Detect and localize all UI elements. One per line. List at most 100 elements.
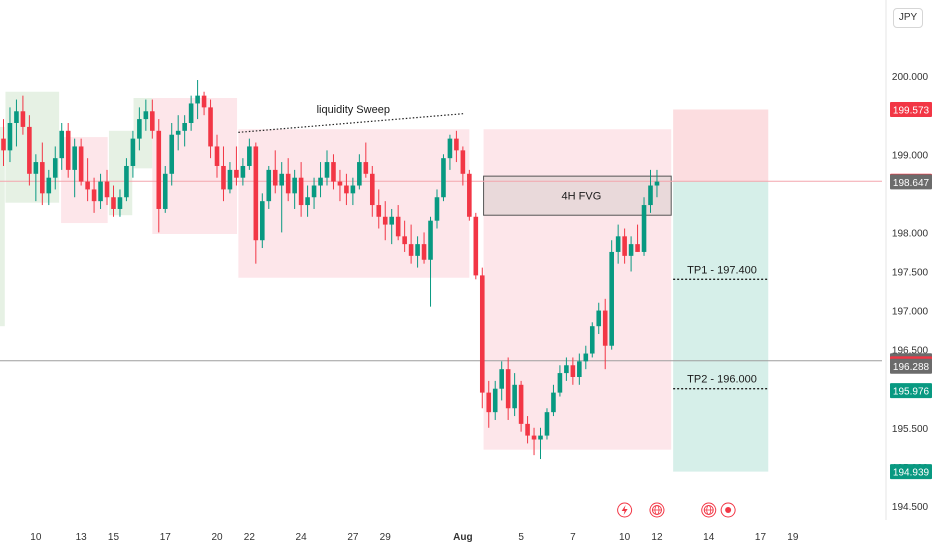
candle-body bbox=[421, 244, 427, 260]
x-tick-label: 15 bbox=[108, 532, 120, 543]
candle-body bbox=[544, 412, 550, 436]
candle-body bbox=[518, 384, 524, 424]
candle-body bbox=[182, 122, 187, 131]
candle-body bbox=[285, 173, 291, 194]
candle-body bbox=[150, 111, 155, 131]
candle-body bbox=[52, 158, 58, 178]
candle-body bbox=[641, 205, 647, 252]
candle-body bbox=[324, 162, 330, 178]
candle-body bbox=[1, 138, 6, 151]
globe-meridian bbox=[706, 505, 712, 515]
candle-body bbox=[583, 353, 589, 362]
candle-body bbox=[331, 162, 336, 182]
candle-body bbox=[137, 119, 142, 139]
currency-badge[interactable]: JPY bbox=[893, 8, 923, 28]
candle-body bbox=[85, 181, 90, 190]
candle-body bbox=[305, 197, 310, 206]
candle-body bbox=[240, 165, 246, 178]
candle-body bbox=[654, 181, 660, 186]
candle-body bbox=[169, 134, 175, 174]
candle-body bbox=[195, 95, 200, 104]
candle-body bbox=[596, 310, 602, 327]
price-label-text: 194.939 bbox=[893, 468, 930, 479]
y-tick-label: 195.500 bbox=[892, 424, 929, 435]
candle-body bbox=[602, 310, 608, 346]
plot-area: 4H FVG TP1 - 197.400 TP2 - 196.000 liquidit… bbox=[0, 80, 882, 472]
candle-body bbox=[40, 162, 45, 194]
price-label-box bbox=[890, 464, 932, 480]
x-tick-label: 27 bbox=[347, 532, 359, 543]
price-label-text: 196.288 bbox=[893, 362, 930, 373]
candle-body bbox=[221, 165, 226, 190]
candle-body bbox=[363, 162, 369, 174]
candle-body bbox=[91, 189, 97, 202]
candle-body bbox=[395, 216, 401, 237]
candle-body bbox=[143, 111, 149, 120]
candle-body bbox=[525, 423, 530, 436]
sweep-line bbox=[238, 113, 465, 133]
candle-body bbox=[65, 130, 71, 170]
candle-body bbox=[201, 95, 207, 108]
y-tick-label: 198.000 bbox=[892, 228, 929, 239]
x-tick-label: 10 bbox=[619, 532, 631, 543]
y-tick-label: 197.500 bbox=[892, 267, 929, 278]
candle-body bbox=[104, 181, 110, 198]
candle-body bbox=[492, 388, 498, 413]
x-tick-label: 17 bbox=[755, 532, 767, 543]
candle-body bbox=[570, 365, 576, 377]
candle-body bbox=[227, 169, 233, 190]
y-tick-label: 199.000 bbox=[892, 150, 929, 161]
candle-body bbox=[402, 236, 407, 245]
x-tick-label: 29 bbox=[380, 532, 392, 543]
price-label-box bbox=[890, 358, 932, 374]
candle-body bbox=[473, 216, 479, 276]
x-tick-label: 19 bbox=[787, 532, 799, 543]
x-tick-label: 7 bbox=[570, 532, 576, 543]
candle-body bbox=[389, 216, 394, 225]
candle-body bbox=[499, 369, 504, 389]
candle-body bbox=[33, 162, 39, 174]
dot-icon[interactable] bbox=[720, 502, 736, 518]
lightning-icon[interactable] bbox=[617, 502, 633, 518]
globe-icon[interactable] bbox=[649, 502, 665, 518]
candle-body bbox=[72, 146, 77, 170]
candle-body bbox=[311, 185, 317, 198]
candle-body bbox=[376, 205, 382, 217]
zone-box bbox=[0, 126, 5, 327]
zone-box bbox=[133, 97, 153, 169]
x-tick-label: 12 bbox=[651, 532, 663, 543]
candle-body bbox=[344, 185, 349, 194]
candle-body bbox=[253, 146, 259, 241]
x-tick-label: Aug bbox=[453, 532, 472, 543]
candle-body bbox=[486, 392, 492, 413]
candle-body bbox=[460, 150, 466, 174]
price-label-text: 198.647 bbox=[893, 178, 930, 189]
candle-body bbox=[628, 244, 634, 256]
x-tick-label: 17 bbox=[160, 532, 172, 543]
candle-body bbox=[589, 326, 595, 354]
globe-meridian bbox=[654, 505, 660, 515]
candle-body bbox=[156, 130, 162, 209]
candle-body bbox=[272, 169, 278, 186]
candle-body bbox=[609, 251, 614, 346]
x-tick-label: 14 bbox=[703, 532, 715, 543]
price-label-text: 195.976 bbox=[893, 387, 930, 398]
candle-body bbox=[350, 185, 356, 194]
candle-body bbox=[59, 130, 65, 159]
candle-body bbox=[298, 177, 304, 206]
candle-body bbox=[214, 146, 220, 166]
candle-body bbox=[124, 165, 129, 198]
candle-body bbox=[648, 185, 653, 206]
candle-body bbox=[14, 111, 19, 123]
candle-body bbox=[292, 177, 297, 194]
candle-body bbox=[479, 275, 485, 393]
candle-body bbox=[188, 103, 194, 123]
dot-glyph bbox=[725, 507, 732, 513]
candle-body bbox=[538, 435, 543, 440]
globe-icon[interactable] bbox=[701, 502, 717, 518]
candle-body bbox=[208, 107, 213, 147]
candle-body bbox=[454, 138, 459, 151]
x-tick-label: 24 bbox=[296, 532, 308, 543]
fvg-zone bbox=[483, 175, 672, 216]
